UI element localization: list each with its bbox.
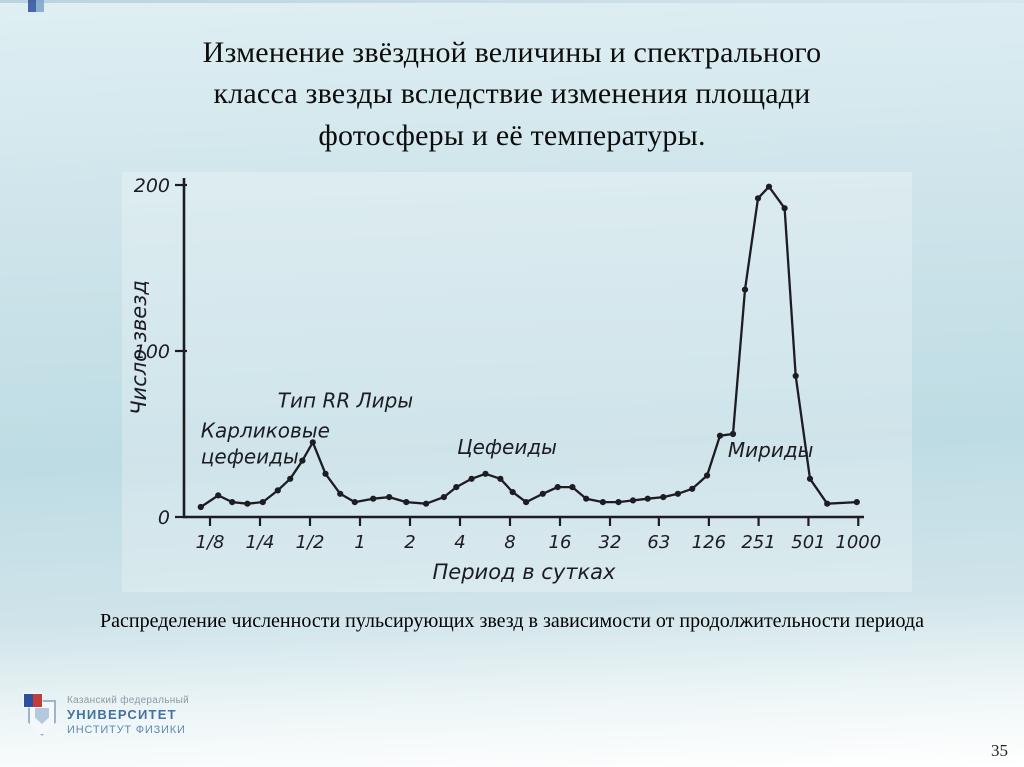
period-distribution-chart: 0 100 200 1/8 1/4 1/2 1 2 4 8 16 32 63 126 251 501 1000 П… [122,172,912,592]
svg-text:2: 2 [404,532,415,553]
title-line-3: фотосферы и её температуры. [318,118,706,152]
svg-text:0: 0 [158,507,170,529]
page-number: 35 [991,741,1008,760]
shield-inner-shape [35,708,49,724]
title-line-1: Изменение звёздной величины и спектральн… [202,36,822,69]
title-line-2: класса звезды вследствие изменения площа… [213,77,811,111]
svg-text:251: 251 [741,532,775,553]
svg-text:Цефеиды: Цефеиды [457,435,557,459]
svg-text:1: 1 [354,532,365,553]
svg-text:1000: 1000 [835,532,881,553]
top-edge-divider [0,0,1024,3]
svg-text:4: 4 [454,532,465,553]
svg-text:Период в сутках: Период в сутках [433,560,617,584]
svg-text:1/2: 1/2 [296,532,325,553]
corner-flag-accent [28,0,44,12]
university-logo: Казанский федеральный УНИВЕРСИТЕТ ИНСТИТ… [24,692,189,740]
svg-text:63: 63 [647,532,670,553]
svg-text:126: 126 [692,532,726,553]
svg-text:32: 32 [599,532,622,553]
period-distribution-chart-svg: 0 100 200 1/8 1/4 1/2 1 2 4 8 16 32 63 126 251 501 1000 П… [127,175,881,584]
university-name-block: Казанский федеральный УНИВЕРСИТЕТ ИНСТИТ… [67,695,189,738]
university-name-line1: Казанский федеральный [67,694,189,706]
svg-text:Мириды: Мириды [728,438,814,462]
svg-text:16: 16 [549,532,572,553]
svg-text:100: 100 [134,341,170,363]
university-name-line3: ИНСТИТУТ ФИЗИКИ [67,723,186,736]
flag-icon [24,694,42,707]
svg-text:8: 8 [504,532,515,553]
svg-text:501: 501 [791,532,825,553]
kfu-shield-icon [24,692,58,740]
university-name-line2: УНИВЕРСИТЕТ [67,707,177,723]
svg-text:1/4: 1/4 [246,532,275,553]
svg-text:200: 200 [134,175,170,197]
svg-text:Тип RR Лиры: Тип RR Лиры [278,388,413,412]
figure-caption: Распределение численности пульсирующих з… [100,610,924,632]
svg-text:1/8: 1/8 [196,532,225,553]
page-title: Изменение звёздной величины и спектральн… [92,32,932,156]
svg-text:Число звезд: Число звезд [127,280,151,415]
